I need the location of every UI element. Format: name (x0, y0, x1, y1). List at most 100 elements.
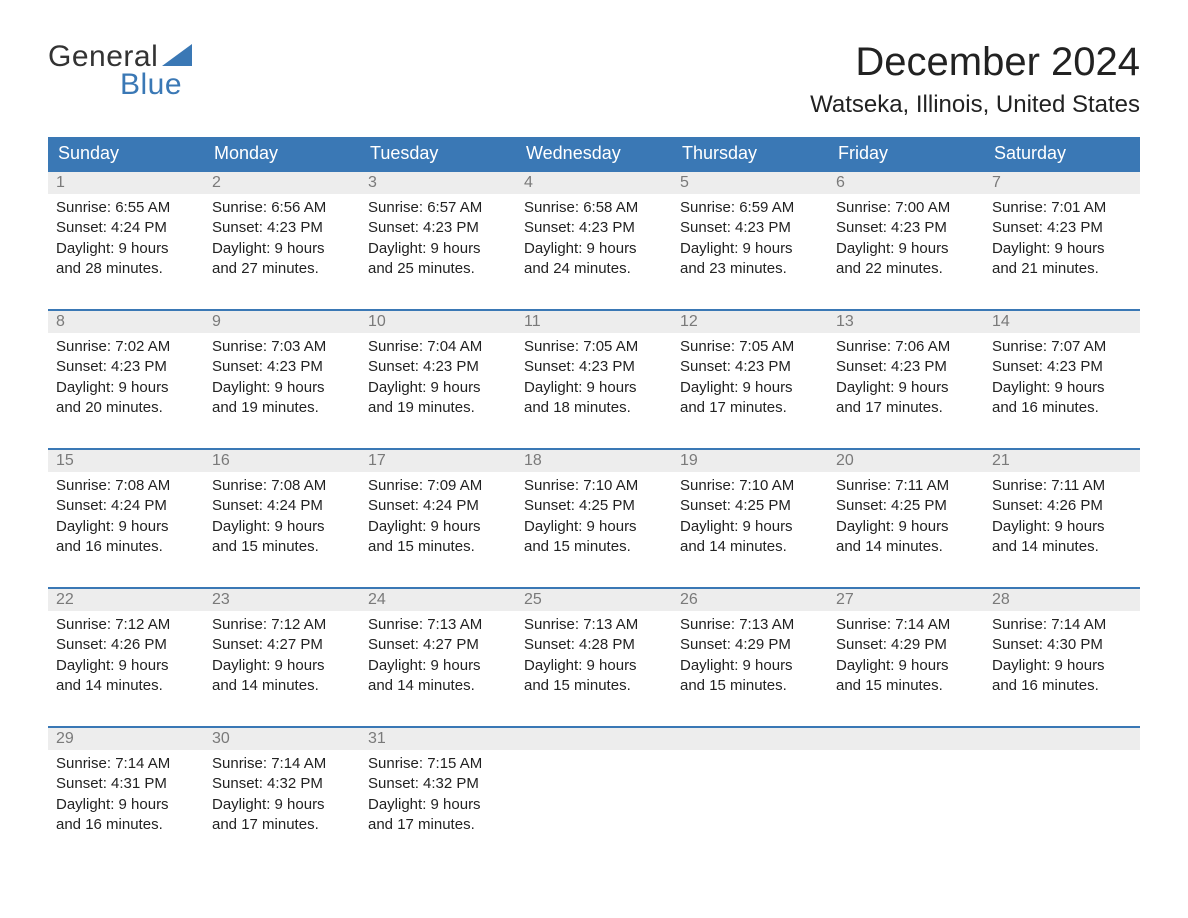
daylight-text: Daylight: 9 hours (56, 517, 196, 537)
location-subtitle: Watseka, Illinois, United States (810, 91, 1140, 119)
day-number: 3 (360, 172, 516, 194)
sunrise-text: Sunrise: 7:13 AM (680, 615, 820, 635)
daylight-text: and 16 minutes. (992, 398, 1132, 418)
day-number: 21 (984, 450, 1140, 472)
daylight-text: and 19 minutes. (368, 398, 508, 418)
day-cell (984, 750, 1140, 842)
sunrise-text: Sunrise: 6:58 AM (524, 198, 664, 218)
day-cell: Sunrise: 7:03 AMSunset: 4:23 PMDaylight:… (204, 333, 360, 448)
daylight-text: Daylight: 9 hours (524, 378, 664, 398)
sunrise-text: Sunrise: 7:03 AM (212, 337, 352, 357)
daylight-text: Daylight: 9 hours (992, 239, 1132, 259)
daylight-text: Daylight: 9 hours (524, 656, 664, 676)
daylight-text: Daylight: 9 hours (56, 656, 196, 676)
sunrise-text: Sunrise: 7:13 AM (368, 615, 508, 635)
day-number: 11 (516, 311, 672, 333)
sunrise-text: Sunrise: 7:13 AM (524, 615, 664, 635)
day-number: 1 (48, 172, 204, 194)
sunrise-text: Sunrise: 7:08 AM (212, 476, 352, 496)
daylight-text: Daylight: 9 hours (680, 517, 820, 537)
day-number: 24 (360, 589, 516, 611)
sunset-text: Sunset: 4:24 PM (56, 218, 196, 238)
sunset-text: Sunset: 4:23 PM (524, 218, 664, 238)
sunrise-text: Sunrise: 7:15 AM (368, 754, 508, 774)
day-cell: Sunrise: 7:06 AMSunset: 4:23 PMDaylight:… (828, 333, 984, 448)
day-number: 13 (828, 311, 984, 333)
day-cell: Sunrise: 7:05 AMSunset: 4:23 PMDaylight:… (672, 333, 828, 448)
daylight-text: and 17 minutes. (212, 815, 352, 835)
day-cell: Sunrise: 7:09 AMSunset: 4:24 PMDaylight:… (360, 472, 516, 587)
day-number: 26 (672, 589, 828, 611)
sunset-text: Sunset: 4:27 PM (368, 635, 508, 655)
day-content-row: Sunrise: 7:08 AMSunset: 4:24 PMDaylight:… (48, 472, 1140, 588)
daylight-text: and 15 minutes. (524, 537, 664, 557)
sunrise-text: Sunrise: 7:05 AM (524, 337, 664, 357)
day-number-row: 1234567 (48, 171, 1140, 194)
sunrise-text: Sunrise: 7:14 AM (56, 754, 196, 774)
day-number: 16 (204, 450, 360, 472)
day-cell: Sunrise: 7:08 AMSunset: 4:24 PMDaylight:… (204, 472, 360, 587)
month-title: December 2024 (810, 40, 1140, 85)
daylight-text: Daylight: 9 hours (368, 378, 508, 398)
day-cell: Sunrise: 7:10 AMSunset: 4:25 PMDaylight:… (672, 472, 828, 587)
weekday-header: Monday (204, 137, 360, 171)
daylight-text: Daylight: 9 hours (836, 656, 976, 676)
sunset-text: Sunset: 4:23 PM (368, 218, 508, 238)
day-number: 31 (360, 728, 516, 750)
day-cell: Sunrise: 7:08 AMSunset: 4:24 PMDaylight:… (48, 472, 204, 587)
logo-sail-icon (162, 44, 192, 66)
daylight-text: Daylight: 9 hours (836, 239, 976, 259)
sunset-text: Sunset: 4:27 PM (212, 635, 352, 655)
daylight-text: Daylight: 9 hours (680, 239, 820, 259)
daylight-text: and 21 minutes. (992, 259, 1132, 279)
daylight-text: Daylight: 9 hours (836, 517, 976, 537)
sunset-text: Sunset: 4:23 PM (368, 357, 508, 377)
daylight-text: and 14 minutes. (836, 537, 976, 557)
day-number: 23 (204, 589, 360, 611)
daylight-text: Daylight: 9 hours (680, 656, 820, 676)
day-cell (828, 750, 984, 842)
daylight-text: Daylight: 9 hours (212, 378, 352, 398)
day-cell: Sunrise: 7:14 AMSunset: 4:31 PMDaylight:… (48, 750, 204, 865)
daylight-text: and 14 minutes. (212, 676, 352, 696)
header: General Blue December 2024 Watseka, Illi… (48, 40, 1140, 119)
day-number-row: 22232425262728 (48, 588, 1140, 611)
day-cell: Sunrise: 7:14 AMSunset: 4:32 PMDaylight:… (204, 750, 360, 865)
day-number: 9 (204, 311, 360, 333)
day-cell (672, 750, 828, 842)
day-number: 27 (828, 589, 984, 611)
sunset-text: Sunset: 4:25 PM (680, 496, 820, 516)
day-number: 4 (516, 172, 672, 194)
sunrise-text: Sunrise: 7:07 AM (992, 337, 1132, 357)
daylight-text: Daylight: 9 hours (368, 795, 508, 815)
sunrise-text: Sunrise: 7:14 AM (836, 615, 976, 635)
sunrise-text: Sunrise: 6:57 AM (368, 198, 508, 218)
sunset-text: Sunset: 4:23 PM (56, 357, 196, 377)
daylight-text: Daylight: 9 hours (368, 517, 508, 537)
day-cell: Sunrise: 7:15 AMSunset: 4:32 PMDaylight:… (360, 750, 516, 865)
day-number: 25 (516, 589, 672, 611)
day-number: 5 (672, 172, 828, 194)
sunset-text: Sunset: 4:32 PM (212, 774, 352, 794)
daylight-text: Daylight: 9 hours (56, 795, 196, 815)
sunrise-text: Sunrise: 7:11 AM (836, 476, 976, 496)
daylight-text: and 17 minutes. (680, 398, 820, 418)
sunrise-text: Sunrise: 7:04 AM (368, 337, 508, 357)
weekday-header: Tuesday (360, 137, 516, 171)
sunset-text: Sunset: 4:28 PM (524, 635, 664, 655)
day-cell: Sunrise: 6:59 AMSunset: 4:23 PMDaylight:… (672, 194, 828, 309)
daylight-text: Daylight: 9 hours (368, 239, 508, 259)
sunset-text: Sunset: 4:26 PM (56, 635, 196, 655)
sunset-text: Sunset: 4:29 PM (836, 635, 976, 655)
day-cell (516, 750, 672, 842)
sunrise-text: Sunrise: 7:14 AM (992, 615, 1132, 635)
daylight-text: and 15 minutes. (836, 676, 976, 696)
daylight-text: and 15 minutes. (524, 676, 664, 696)
daylight-text: Daylight: 9 hours (992, 378, 1132, 398)
sunrise-text: Sunrise: 6:55 AM (56, 198, 196, 218)
calendar-table: Sunday Monday Tuesday Wednesday Thursday… (48, 137, 1140, 865)
day-cell: Sunrise: 6:55 AMSunset: 4:24 PMDaylight:… (48, 194, 204, 309)
sunrise-text: Sunrise: 7:08 AM (56, 476, 196, 496)
day-cell: Sunrise: 6:56 AMSunset: 4:23 PMDaylight:… (204, 194, 360, 309)
daylight-text: Daylight: 9 hours (524, 239, 664, 259)
